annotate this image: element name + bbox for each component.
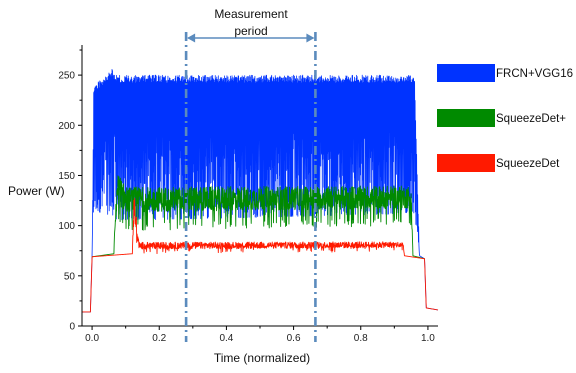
legend-swatch-squeezedet- — [437, 109, 495, 127]
y-tick-label: 200 — [58, 121, 75, 132]
y-tick-label: 100 — [58, 221, 75, 232]
x-tick-label: 0.4 — [219, 333, 233, 344]
y-tick-label: 0 — [69, 322, 75, 333]
x-tick-label: 0.2 — [152, 333, 166, 344]
y-tick-label: 50 — [64, 271, 76, 282]
y-axis: 0 50 100 150 200 250 — [58, 45, 83, 333]
period-arrow-right-head — [306, 33, 315, 43]
x-tick-label: 1.0 — [421, 333, 435, 344]
legend-swatch-squeezedet — [437, 154, 495, 172]
annotation-label-line2: period — [234, 24, 267, 38]
x-axis-label: Time (normalized) — [214, 351, 310, 365]
x-tick-label: 0.8 — [354, 333, 368, 344]
series-line-squeezedet — [81, 198, 439, 313]
legend: FRCN+VGG16 SqueezeDet+ SqueezeDet — [437, 64, 573, 172]
series-line-squeezedet- — [91, 175, 425, 260]
legend-label: SqueezeDet+ — [496, 113, 566, 125]
plot-area — [81, 68, 439, 313]
measurement-period-annotation: Measurement period — [184, 7, 317, 342]
y-axis-label: Power (W) — [8, 184, 65, 198]
x-tick-label: 0.0 — [85, 333, 99, 344]
y-tick-label: 250 — [58, 71, 75, 82]
x-axis: 0.0 0.2 0.4 0.6 0.8 1.0 — [82, 325, 438, 344]
series-line-frcn-vgg16 — [81, 68, 439, 313]
x-tick-label: 0.6 — [287, 333, 301, 344]
legend-label: SqueezeDet — [496, 158, 560, 170]
legend-swatch-frcn-vgg16 — [437, 64, 495, 82]
period-arrow-left-head — [187, 33, 196, 43]
y-tick-label: 150 — [58, 171, 75, 182]
legend-label: FRCN+VGG16 — [496, 68, 573, 80]
annotation-label-line1: Measurement — [214, 7, 288, 21]
